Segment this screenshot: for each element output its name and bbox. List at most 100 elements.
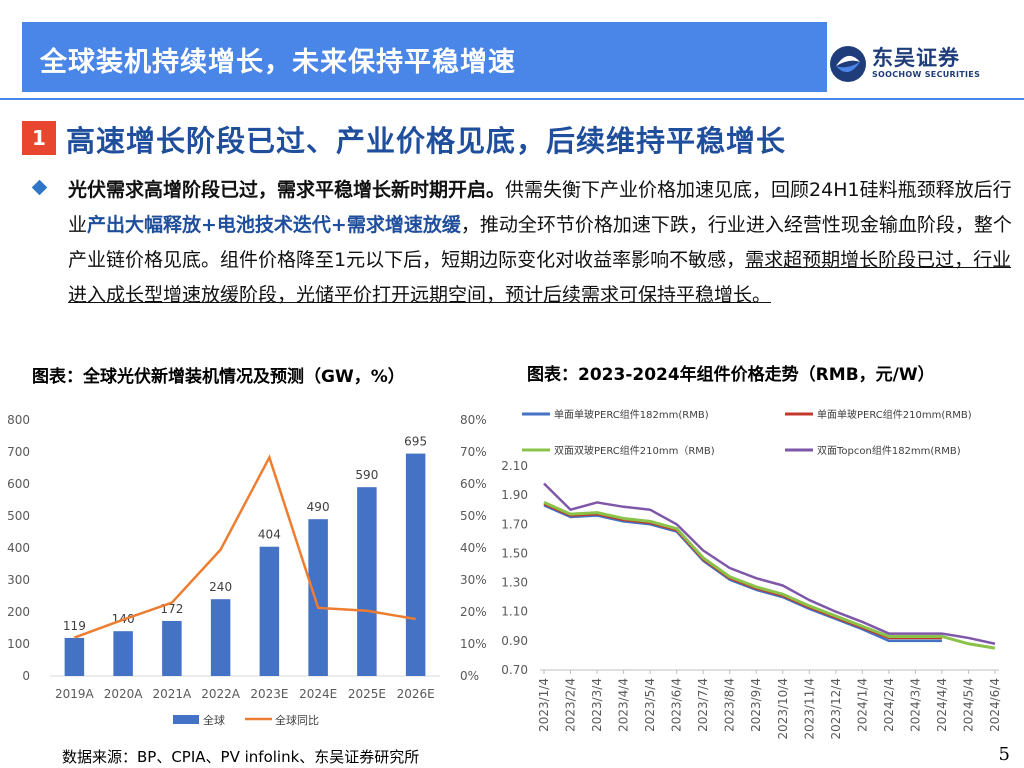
data-source: 数据来源：BP、CPIA、PV infolink、东吴证券研究所 [62,748,420,766]
bar-2019A [64,637,85,676]
x-tick-label: 2024/4/4 [935,678,949,732]
x-tick-label: 2024/2/4 [882,678,896,732]
diamond-bullet-icon [31,179,48,196]
x-tick-label: 2023/1/4 [537,678,551,732]
y-left-tick: 300 [7,573,30,587]
y-right-tick: 40% [460,541,487,555]
price-line-1 [543,502,942,640]
y-right-tick: 70% [460,445,487,459]
bar-value-label: 172 [160,602,183,616]
page-number: 5 [998,744,1010,765]
x-tick-label: 2023/10/4 [776,678,790,740]
y-left-tick: 700 [7,445,30,459]
x-tick-label: 2023/9/4 [749,678,763,732]
y-tick: 2.10 [501,459,528,473]
x-tick-label: 2023/5/4 [643,678,657,732]
x-tick-label: 2024E [299,687,337,701]
bar-value-label: 119 [63,619,86,633]
y-left-tick: 400 [7,541,30,555]
x-tick-label: 2020A [104,687,144,701]
y-right-tick: 20% [460,605,487,619]
para-text-2: ，推动全环节价格加速下跌，行业进入经营性现金输血阶段，整个产业链价格见底。组件价… [68,214,1012,271]
company-logo: 东吴证券 SOOCHOW SECURITIES [828,40,1008,85]
bar-2026E [405,453,426,676]
bar-value-label: 404 [258,528,281,542]
y-left-tick: 600 [7,477,30,491]
header-divider [0,98,1024,100]
y-right-tick: 50% [460,509,487,523]
x-tick-label: 2024/1/4 [855,678,869,732]
price-line-2 [543,501,996,650]
legend-label-2: 双面双玻PERC组件210mm（RMB) [554,444,715,457]
y-left-tick: 800 [7,413,30,427]
x-tick-label: 2023/8/4 [723,678,737,732]
price-line-3 [543,482,996,645]
legend-bar-swatch [173,715,199,724]
y-right-tick: 30% [460,573,487,587]
section-number: 1 [22,121,56,155]
x-tick-label: 2022A [201,687,241,701]
x-tick-label: 2023E [250,687,288,701]
bar-value-label: 490 [307,500,330,514]
logo-cn-text: 东吴证券 [872,46,960,70]
y-left-tick: 100 [7,637,30,651]
x-tick-label: 2019A [55,687,95,701]
bar-2021A [162,620,182,676]
y-tick: 1.50 [501,546,528,560]
x-tick-label: 2023/7/4 [696,678,710,732]
bar-value-label: 240 [209,580,232,594]
x-tick-label: 2026E [397,687,435,701]
y-right-tick: 60% [460,477,487,491]
page-title: 全球装机持续增长，未来保持平稳增速 [40,47,516,78]
y-left-tick: 0 [22,669,30,683]
title-bar: 全球装机持续增长，未来保持平稳增速 [22,22,827,92]
logo-en-text: SOOCHOW SECURITIES [872,70,981,79]
x-tick-label: 2024/3/4 [908,678,922,732]
x-tick-label: 2023/2/4 [564,678,578,732]
para-highlight: 产出大幅释放+电池技术迭代+需求增速放缓 [87,214,461,236]
y-left-tick: 200 [7,605,30,619]
y-right-tick: 10% [460,637,487,651]
x-tick-label: 2023/6/4 [670,678,684,732]
y-right-tick: 0% [460,669,479,683]
y-tick: 1.10 [501,605,528,619]
legend-label-0: 单面单玻PERC组件182mm(RMB) [554,408,709,421]
logo-mark-icon [830,46,866,82]
y-tick: 0.90 [501,634,528,648]
y-tick: 1.70 [501,517,528,531]
x-tick-label: 2024/5/4 [961,678,975,732]
legend-label-1: 单面单玻PERC组件210mm(RMB) [817,408,972,421]
bar-2023E [259,546,280,676]
chart1-caption: 图表：全球光伏新增装机情况及预测（GW，%） [32,367,405,387]
x-tick-label: 2025E [348,687,386,701]
y-right-tick: 80% [460,413,487,427]
x-tick-label: 2023/4/4 [617,678,631,732]
y-tick: 0.70 [501,663,528,677]
module-price-chart: 0.70 0.90 1.10 1.30 1.50 1.70 1.90 2.10 2023/1/4… [501,408,1002,740]
legend-bar-label: 全球 [203,713,225,727]
para-bold-lead: 光伏需求高增阶段已过，需求平稳增长新时期开启。 [68,179,506,201]
legend-label-3: 双面Topcon组件182mm(RMB) [817,444,961,457]
bar-2020A [113,631,133,676]
para-text-1: 供需失衡下产业价格加速见底，回顾24H1硅料瓶颈释放后行业 [68,179,1012,236]
y-tick: 1.30 [501,576,528,590]
para-underlined: 需求超预期增长阶段已过，行业进入成长型增速放缓阶段，光储平价打开远期空间，预计后… [68,249,1012,306]
chart2-caption: 图表：2023-2024年组件价格走势（RMB，元/W） [527,365,935,385]
x-tick-label: 2021A [153,687,193,701]
summary-paragraph: 光伏需求高增阶段已过，需求平稳增长新时期开启。供需失衡下产业价格加速见底，回顾2… [68,173,1013,313]
x-tick-label: 2023/12/4 [829,678,843,740]
bar-2025E [357,487,377,676]
section-title: 高速增长阶段已过、产业价格见底，后续维持平稳增长 [66,124,787,158]
yoy-line [73,454,416,639]
y-left-tick: 500 [7,509,30,523]
installations-chart: 0 100 200 300 400 500 600 700 800 0% 10% 20% 30% 40% 5… [7,413,487,727]
y-tick: 1.90 [501,488,528,502]
x-tick-label: 2024/6/4 [988,678,1002,732]
bar-value-label: 590 [355,468,378,482]
price-line-0 [543,504,942,643]
legend-line-label: 全球同比 [275,713,319,727]
x-tick-label: 2023/3/4 [590,678,604,732]
bar-value-label: 695 [404,435,427,449]
bar-2024E [308,519,328,676]
bar-2022A [210,599,231,676]
